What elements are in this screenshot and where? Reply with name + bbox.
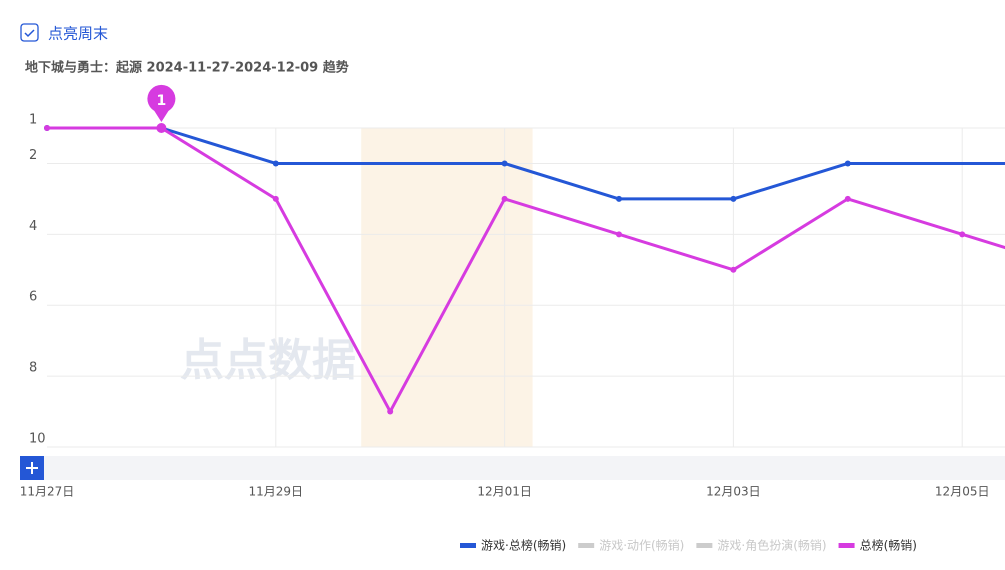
point — [959, 231, 966, 238]
checkbox[interactable] — [20, 23, 39, 42]
y-tick-label: 8 — [29, 361, 37, 376]
annotation-pin — [147, 84, 176, 122]
point — [44, 125, 50, 131]
x-tick-label: 12月03日 — [706, 485, 761, 499]
point — [501, 160, 508, 167]
legend-swatch — [460, 543, 476, 548]
legend-label[interactable]: 游戏·角色扮演(畅销) — [717, 538, 826, 553]
point — [272, 160, 279, 167]
subtitle: 地下城与勇士：起源 2024-11-27-2024-12-09 趋势 — [25, 60, 349, 76]
y-tick-label: 6 — [29, 290, 37, 305]
point — [616, 195, 622, 202]
legend-swatch — [696, 543, 713, 548]
point — [844, 160, 851, 167]
y-tick-label: 4 — [29, 219, 37, 234]
scrollbar[interactable] — [20, 456, 1005, 480]
x-tick-label: 11月29日 — [249, 485, 304, 499]
point — [730, 195, 737, 202]
legend-label[interactable]: 游戏·动作(畅销) — [599, 539, 684, 553]
legend-label[interactable]: 游戏·总榜(畅销) — [481, 538, 566, 553]
point — [501, 195, 508, 202]
x-tick-label: 11月27日 — [20, 485, 75, 499]
point — [272, 195, 279, 202]
y-tick-label: 10 — [29, 432, 46, 447]
point — [387, 408, 394, 415]
plus-icon — [26, 462, 38, 474]
annotation-point — [156, 123, 167, 133]
watermark: 点点数据 — [180, 335, 356, 386]
legend-swatch — [578, 543, 595, 548]
x-tick-label: 12月01日 — [477, 485, 532, 499]
y-tick-label: 1 — [29, 113, 37, 128]
point — [616, 231, 622, 238]
line — [47, 126, 1005, 201]
line — [47, 126, 1005, 414]
point — [730, 266, 737, 273]
x-tick-label: 12月05日 — [935, 485, 990, 499]
legend-label[interactable]: 总榜(畅销) — [860, 538, 917, 553]
y-tick-label: 2 — [29, 148, 37, 163]
legend-swatch — [838, 543, 855, 548]
weekend-band — [361, 128, 533, 447]
toggle-label[interactable]: 点亮周末 — [48, 25, 108, 43]
point — [844, 195, 851, 202]
check-icon — [24, 29, 35, 38]
annotation-label: 1 — [157, 93, 167, 109]
